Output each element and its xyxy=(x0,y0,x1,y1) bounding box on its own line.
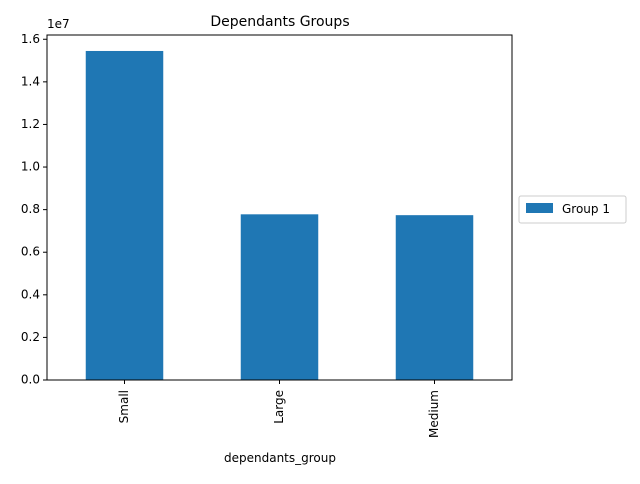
y-tick-label: 0.2 xyxy=(21,330,40,344)
y-tick-label: 1.6 xyxy=(21,32,40,46)
y-tick-label: 0.0 xyxy=(21,373,40,387)
legend-label: Group 1 xyxy=(562,202,610,216)
x-tick-label: Medium xyxy=(427,390,441,438)
x-axis-ticks: Small Large Medium xyxy=(117,380,441,438)
y-tick-label: 1.0 xyxy=(21,160,40,174)
y-offset-label: 1e7 xyxy=(47,17,70,31)
plot-frame xyxy=(46,34,513,381)
legend: Group 1 xyxy=(518,195,627,224)
x-axis-label: dependants_group xyxy=(224,451,336,465)
y-tick-label: 1.4 xyxy=(21,74,40,88)
legend-box xyxy=(518,195,627,224)
y-tick-label: 0.4 xyxy=(21,287,40,301)
bar-large xyxy=(240,214,319,380)
legend-swatch xyxy=(526,203,553,213)
y-tick-label: 0.8 xyxy=(21,202,40,216)
bars-group xyxy=(85,50,474,380)
y-tick-label: 1.2 xyxy=(21,117,40,131)
chart-title: Dependants Groups xyxy=(210,14,349,30)
bar-medium xyxy=(395,215,474,380)
x-tick-label: Small xyxy=(117,390,131,423)
x-tick-label: Large xyxy=(272,390,286,424)
bar-small xyxy=(85,50,164,380)
y-axis-ticks: 0.0 0.2 0.4 0.6 0.8 1.0 1.2 1.4 1.6 xyxy=(21,32,47,387)
y-tick-label: 0.6 xyxy=(21,245,40,259)
